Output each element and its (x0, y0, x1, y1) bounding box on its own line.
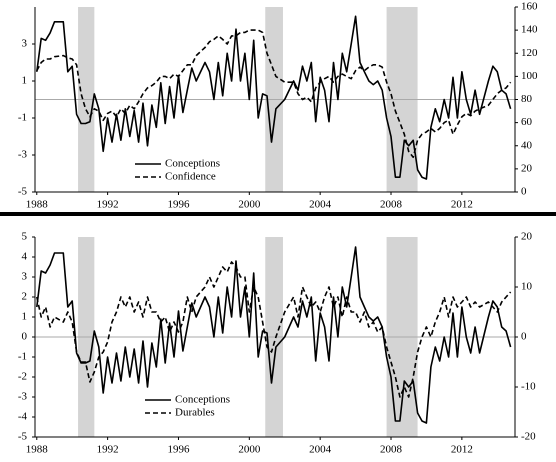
series-line (36, 261, 512, 398)
y2-tick-label: 140 (521, 24, 538, 36)
series-line (36, 246, 512, 424)
y2-tick-label: -20 (521, 431, 536, 443)
legend-label: Durables (175, 407, 215, 419)
y2-tick-label: 0 (521, 331, 527, 343)
y-tick-label: 1 (22, 75, 28, 87)
x-tick-label: 2008 (380, 444, 403, 456)
series-line (36, 15, 512, 180)
x-tick-label: 1996 (167, 444, 190, 456)
y2-tick-label: 60 (521, 116, 533, 128)
legend-label: Conceptions (165, 158, 220, 170)
x-tick-label: 2000 (238, 444, 261, 456)
y-tick-label: -3 (18, 391, 28, 403)
y-tick-label: -3 (18, 149, 28, 161)
series-line (36, 29, 512, 159)
x-tick-label: 2012 (451, 199, 473, 211)
y2-tick-label: 20 (521, 231, 533, 243)
y-tick-label: 4 (22, 251, 28, 263)
y2-tick-label: 0 (521, 186, 527, 198)
y2-tick-label: 10 (521, 281, 533, 293)
x-tick-label: 1992 (97, 199, 119, 211)
y2-tick-label: -10 (521, 381, 536, 393)
x-tick-label: 2004 (309, 199, 332, 211)
y2-tick-label: 80 (521, 93, 533, 105)
y-tick-label: 0 (22, 331, 28, 343)
y2-tick-label: 40 (521, 139, 533, 151)
x-tick-label: 1992 (97, 444, 119, 456)
y-tick-label: 1 (22, 311, 28, 323)
y-tick-label: -1 (18, 351, 27, 363)
x-tick-label: 2004 (309, 444, 332, 456)
x-tick-label: 2012 (451, 444, 473, 456)
x-tick-label: 1996 (167, 199, 190, 211)
y-tick-label: 3 (22, 271, 28, 283)
y-tick-label: 5 (22, 231, 28, 243)
x-tick-label: 1988 (26, 199, 49, 211)
x-tick-label: 2000 (238, 199, 261, 211)
y-tick-label: 3 (22, 38, 28, 50)
y-tick-label: -4 (18, 411, 28, 423)
y2-tick-label: 120 (521, 47, 538, 59)
x-tick-label: 2008 (380, 199, 403, 211)
x-tick-label: 1988 (26, 444, 49, 456)
y-tick-label: -1 (18, 112, 27, 124)
y2-tick-label: 20 (521, 162, 533, 174)
y2-tick-label: 100 (521, 70, 538, 82)
legend-label: Confidence (165, 171, 216, 183)
y2-tick-label: 160 (521, 1, 538, 13)
y-tick-label: -5 (18, 431, 28, 443)
legend-label: Conceptions (175, 394, 230, 406)
y-tick-label: -5 (18, 186, 28, 198)
y-tick-label: -2 (18, 371, 27, 383)
y-tick-label: 2 (22, 291, 28, 303)
